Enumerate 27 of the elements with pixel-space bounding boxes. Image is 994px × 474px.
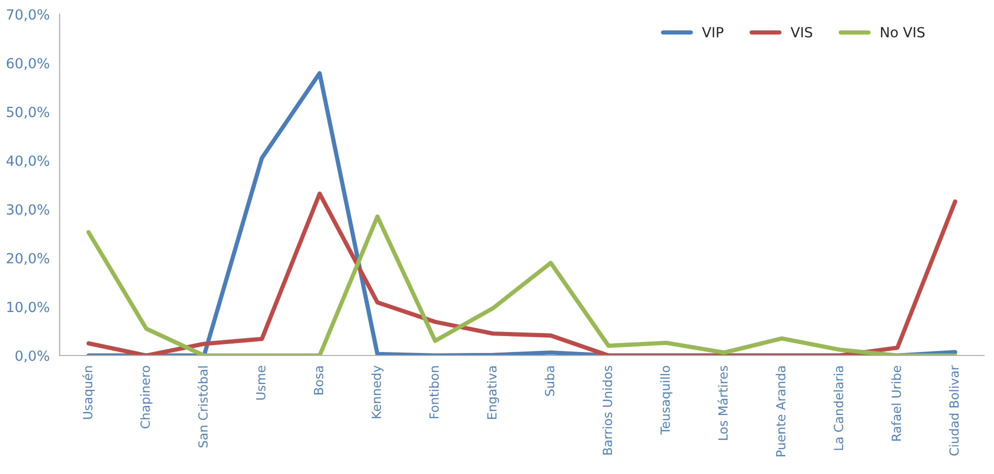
x-tick-label: Barrios Unidos xyxy=(602,366,612,455)
y-tick-label: 0,0% xyxy=(16,350,50,362)
x-tick-label: San Cristóbal xyxy=(198,366,208,448)
y-tick-label: 10,0% xyxy=(7,302,50,314)
x-tick-label: Usme xyxy=(256,366,266,400)
x-tick-label: Ciudad Bolivar xyxy=(949,365,959,456)
x-tick-label: Rafael Uribe xyxy=(891,366,902,441)
x-tick-label: Bosa xyxy=(314,366,324,394)
y-tick-label: 30,0% xyxy=(6,204,50,216)
x-tick-label: Los Mártires xyxy=(718,366,728,440)
x-tick-label: Fontibon xyxy=(429,366,439,418)
x-tick-label: La Candelaria xyxy=(834,366,844,450)
x-tick-label: Kennedy xyxy=(371,366,384,418)
y-tick-label: 50,0% xyxy=(6,106,50,119)
legend-label: No VIS xyxy=(880,26,925,38)
x-tick-label: Suba xyxy=(544,366,554,396)
legend-label: VIS xyxy=(790,26,812,38)
x-tick-label: Engativa xyxy=(486,366,500,419)
x-tick-label: Teusaquillo xyxy=(660,366,672,434)
y-tick-label: 20,0% xyxy=(6,252,50,265)
x-tick-label: Usaquén xyxy=(82,366,95,419)
x-tick-label: Puente Aranda xyxy=(776,366,786,456)
y-tick-label: 60,0% xyxy=(6,58,50,70)
x-tick-label: Chapinero xyxy=(140,366,152,428)
y-tick-label: 40,0% xyxy=(6,155,50,168)
legend-label: VIP xyxy=(702,27,724,38)
y-tick-label: 70,0% xyxy=(6,9,50,22)
